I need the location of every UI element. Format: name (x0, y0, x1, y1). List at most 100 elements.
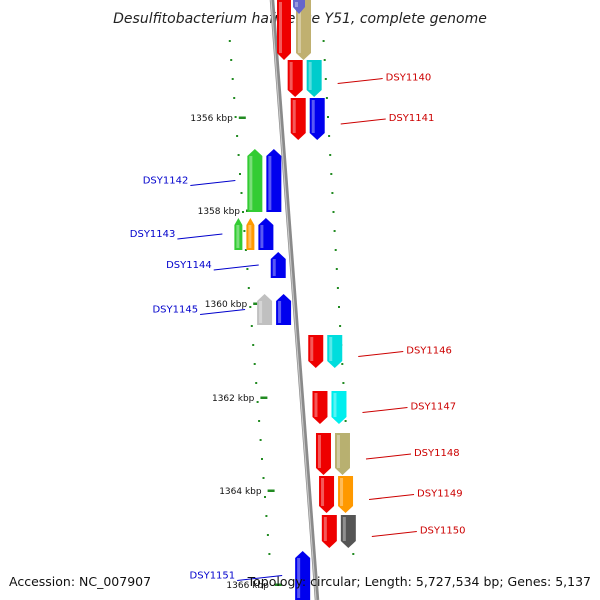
gene-arrow-body (308, 335, 324, 368)
gene-top-3 (293, 0, 305, 14)
scale-dot (247, 287, 250, 289)
gene-label-leader (340, 118, 386, 125)
scale-dot (239, 173, 241, 175)
gene-arrow-shine (259, 301, 263, 323)
gene-arrow-body (270, 252, 286, 278)
kbp-tick (253, 302, 261, 305)
gene-arrow (246, 218, 255, 250)
scale-dot (335, 268, 338, 270)
scale-dot (236, 135, 239, 137)
kbp-label: 1362 kbp (212, 394, 255, 404)
gene-label-leader (368, 494, 415, 500)
gene-arrow-body (309, 98, 325, 140)
gene-arrow (257, 294, 273, 325)
gene-arrow-shine (236, 225, 240, 248)
gene-arrow (340, 515, 356, 548)
gene-arrow-shine (321, 478, 325, 506)
gene-arrow-body (334, 433, 350, 475)
scale-dot (322, 40, 325, 42)
gene-arrow-shine (342, 517, 346, 541)
gene-label-leader (190, 180, 236, 186)
scale-dot (255, 382, 258, 384)
scale-dot (228, 40, 231, 42)
sequence-axis-highlight (270, 0, 317, 600)
gene-arrow (331, 391, 347, 424)
scale-dot (327, 116, 329, 118)
gene-arrow-body (338, 476, 354, 513)
gene-arrow-body (315, 433, 331, 475)
gene-top-1-shine (279, 2, 282, 53)
gene-label-leader (213, 264, 259, 271)
scale-dot (341, 363, 344, 365)
gene-label-dsy1141: DSY1141 (389, 113, 435, 124)
gene-top-1-body (277, 0, 291, 60)
scale-dot (256, 401, 259, 403)
scale-dot (323, 59, 326, 61)
gene-arrow (327, 335, 343, 368)
gene-arrow-shine (308, 62, 312, 90)
scale-dot (234, 116, 237, 118)
gene-arrow-shine (333, 393, 337, 417)
scale-dot (231, 78, 234, 80)
scale-dot (265, 515, 268, 517)
sequence-axis (269, 0, 320, 600)
gene-label-dsy1151: DSY1151 (190, 571, 236, 582)
gene-arrow-body (258, 218, 274, 250)
topology-text: Topology: circular; Length: 5,727,534 bp… (247, 574, 591, 589)
gene-label-leader (237, 575, 283, 581)
gene-arrow-body (257, 294, 273, 325)
gene-arrow-shine (336, 435, 340, 468)
kbp-label: 1358 kbp (198, 207, 241, 217)
gene-arrow (290, 98, 306, 140)
gene-arrow-shine (260, 225, 264, 248)
kbp-label: 1364 kbp (219, 487, 262, 497)
gene-arrow-shine (268, 156, 272, 210)
gene-label-leader (365, 453, 412, 460)
scale-dot (325, 97, 328, 99)
kbp-tick (267, 489, 275, 492)
scale-dot (331, 192, 334, 194)
kbp-tick (238, 116, 246, 119)
gene-arrow (312, 391, 328, 424)
gene-arrow-body (234, 218, 243, 250)
gene-arrow-shine (272, 259, 276, 276)
scale-dot (352, 553, 355, 555)
gene-arrow-body (312, 391, 328, 424)
gene-label-dsy1146: DSY1146 (406, 346, 452, 357)
gene-arrow-body (340, 515, 356, 548)
gene-arrow (295, 551, 311, 600)
scale-dot (339, 325, 342, 327)
gene-arrow-shine (329, 337, 333, 361)
gene-arrow-shine (292, 100, 296, 133)
kbp-tick (260, 396, 268, 399)
gene-label-leader (358, 351, 404, 357)
scale-dot (237, 154, 240, 156)
gene-arrow (321, 515, 337, 548)
gene-top-3-shine (295, 2, 298, 7)
gene-arrow-shine (278, 301, 282, 323)
scale-dot (244, 249, 247, 251)
scale-dot (342, 382, 345, 384)
gene-arrow (234, 218, 243, 250)
scale-dot (233, 97, 236, 99)
kbp-label: 1360 kbp (205, 300, 248, 310)
kbp-tick (274, 583, 282, 586)
gene-arrow-body (321, 515, 337, 548)
gene-label-leader (337, 78, 383, 84)
scale-dot (338, 306, 340, 308)
gene-top-2-body (296, 0, 311, 60)
gene-arrow-body (287, 60, 303, 97)
scale-dot (324, 78, 327, 80)
gene-top-3-body (293, 0, 305, 14)
gene-arrow (266, 149, 282, 212)
scale-dot (250, 325, 253, 327)
scale-dot (230, 59, 233, 61)
gene-label-dsy1147: DSY1147 (410, 402, 456, 413)
scale-dot (332, 211, 335, 213)
scale-dot (330, 173, 333, 175)
scale-dot (334, 249, 337, 251)
gene-arrow-shine (289, 62, 293, 90)
gene-arrow-body (247, 149, 263, 212)
